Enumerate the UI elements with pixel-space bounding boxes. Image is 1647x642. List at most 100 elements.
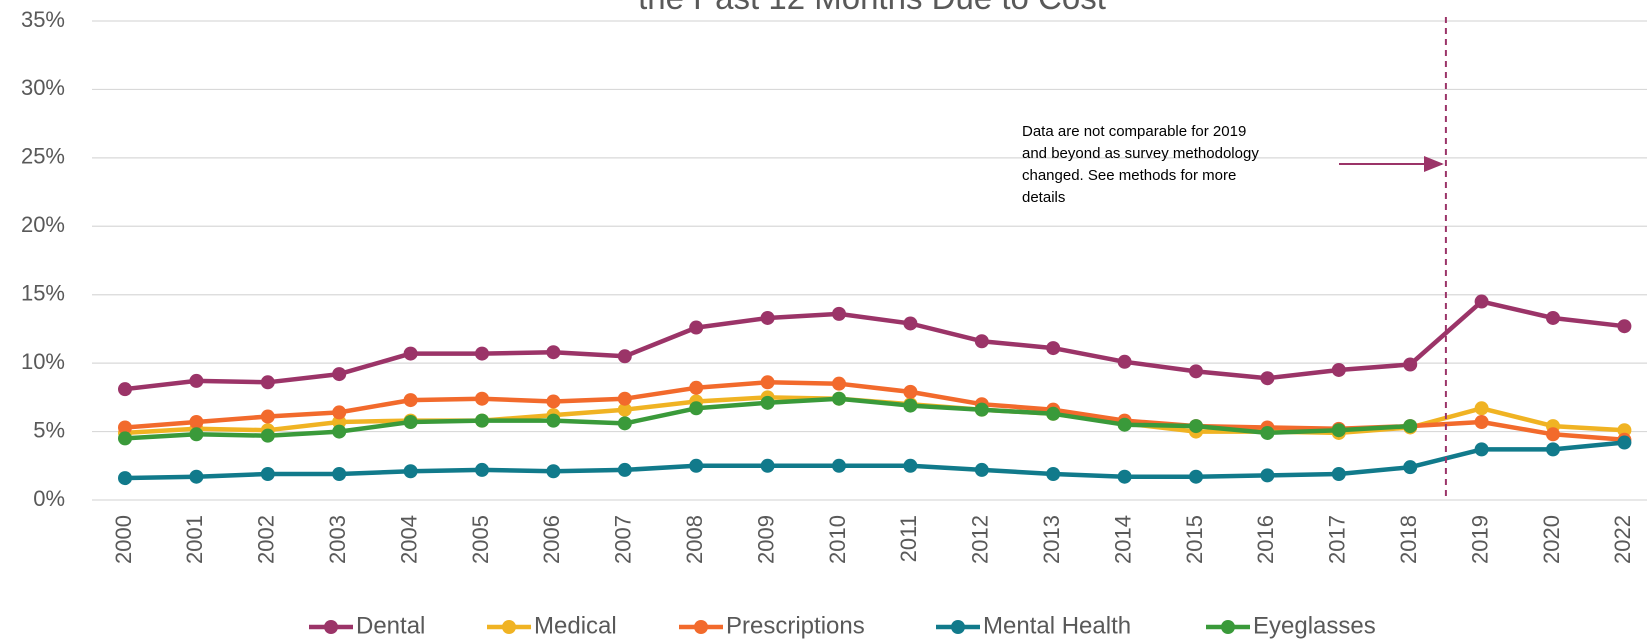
series-line	[124, 299, 1625, 392]
data-point	[689, 458, 704, 473]
legend-label: Eyeglasses	[1253, 612, 1376, 639]
data-point	[403, 346, 418, 361]
data-point	[1617, 319, 1632, 334]
x-tick-label: 2010	[825, 515, 850, 564]
legend-label: Dental	[356, 612, 425, 639]
y-tick-label: 10%	[21, 349, 65, 374]
x-tick-label: 2003	[325, 515, 350, 564]
annotation-text: changed. See methods for more	[1022, 167, 1236, 184]
data-point	[903, 398, 918, 413]
data-point	[760, 395, 775, 410]
x-tick-label: 2009	[753, 515, 778, 564]
data-point	[1046, 466, 1061, 481]
annotation-text: Data are not comparable for 2019	[1022, 123, 1246, 140]
data-point	[1474, 414, 1489, 429]
data-point	[475, 413, 489, 428]
annotation-text: details	[1022, 189, 1065, 206]
data-point	[903, 316, 918, 331]
data-point	[1117, 417, 1132, 432]
data-point	[760, 458, 775, 473]
x-tick-label: 2019	[1467, 515, 1492, 564]
data-point	[1474, 401, 1489, 416]
legend-swatch-marker	[1221, 620, 1235, 634]
data-point	[1260, 468, 1275, 483]
data-point	[189, 469, 204, 484]
y-tick-label: 0%	[33, 486, 65, 511]
data-point	[760, 310, 775, 325]
x-tick-label: 2017	[1325, 515, 1350, 564]
legend-swatch-marker	[502, 620, 516, 634]
data-point	[617, 402, 632, 417]
data-point	[617, 391, 632, 406]
data-point	[1546, 427, 1560, 442]
data-point	[974, 462, 989, 477]
data-point	[546, 413, 561, 428]
data-point	[1189, 469, 1203, 484]
data-point	[1331, 362, 1346, 377]
x-tick-label: 2000	[111, 515, 136, 564]
chart-title: the Past 12 Months Due to Cost	[638, 0, 1106, 16]
data-point	[1260, 371, 1275, 386]
data-point	[1117, 469, 1132, 484]
data-point	[118, 420, 132, 435]
data-point	[260, 428, 275, 443]
x-tick-label: 2001	[182, 515, 207, 564]
data-point	[1546, 310, 1560, 325]
legend-swatch-marker	[951, 620, 965, 634]
x-tick-label: 2012	[968, 515, 993, 564]
legend-label: Mental Health	[983, 612, 1131, 639]
legend-swatch-marker	[324, 620, 338, 634]
data-point	[475, 391, 489, 406]
data-point	[832, 458, 846, 473]
data-point	[546, 464, 561, 479]
data-point	[689, 380, 704, 395]
data-point	[403, 393, 418, 408]
data-point	[403, 464, 418, 479]
x-tick-label: 2006	[539, 515, 564, 564]
series-line	[124, 440, 1625, 481]
data-point	[1474, 442, 1489, 457]
data-point	[689, 401, 704, 416]
x-tick-label: 2020	[1539, 515, 1564, 564]
x-tick-label: 2002	[254, 515, 279, 564]
data-point	[689, 320, 704, 335]
data-point	[403, 414, 418, 429]
data-point	[1617, 423, 1632, 438]
data-point	[332, 466, 347, 481]
data-point	[189, 427, 204, 442]
data-point	[1403, 460, 1418, 475]
data-point	[260, 466, 275, 481]
data-point	[546, 345, 561, 360]
data-point	[475, 346, 489, 361]
data-point	[1474, 294, 1489, 309]
data-point	[832, 306, 846, 321]
data-point	[546, 394, 561, 409]
data-point	[1117, 354, 1132, 369]
data-point	[118, 471, 132, 486]
x-tick-label: 2022	[1610, 515, 1635, 564]
x-tick-label: 2015	[1182, 515, 1207, 564]
data-point	[1403, 357, 1418, 372]
data-point	[1046, 406, 1061, 421]
data-point	[332, 405, 347, 420]
x-tick-label: 2005	[468, 515, 493, 564]
data-point	[1546, 442, 1560, 457]
data-point	[1189, 364, 1203, 379]
data-point	[760, 375, 775, 390]
y-tick-label: 20%	[21, 212, 65, 237]
data-point	[332, 414, 347, 429]
annotation-text: and beyond as survey methodology	[1022, 145, 1259, 162]
data-point	[1046, 341, 1061, 356]
y-tick-label: 15%	[21, 281, 65, 306]
data-point	[832, 376, 846, 391]
x-tick-label: 2018	[1396, 515, 1421, 564]
data-point	[903, 458, 918, 473]
data-point	[974, 334, 989, 349]
legend-swatch-marker	[694, 620, 708, 634]
plot-area	[118, 294, 1632, 486]
data-point	[1403, 419, 1418, 434]
data-point	[974, 402, 989, 417]
legend-label: Medical	[534, 612, 617, 639]
